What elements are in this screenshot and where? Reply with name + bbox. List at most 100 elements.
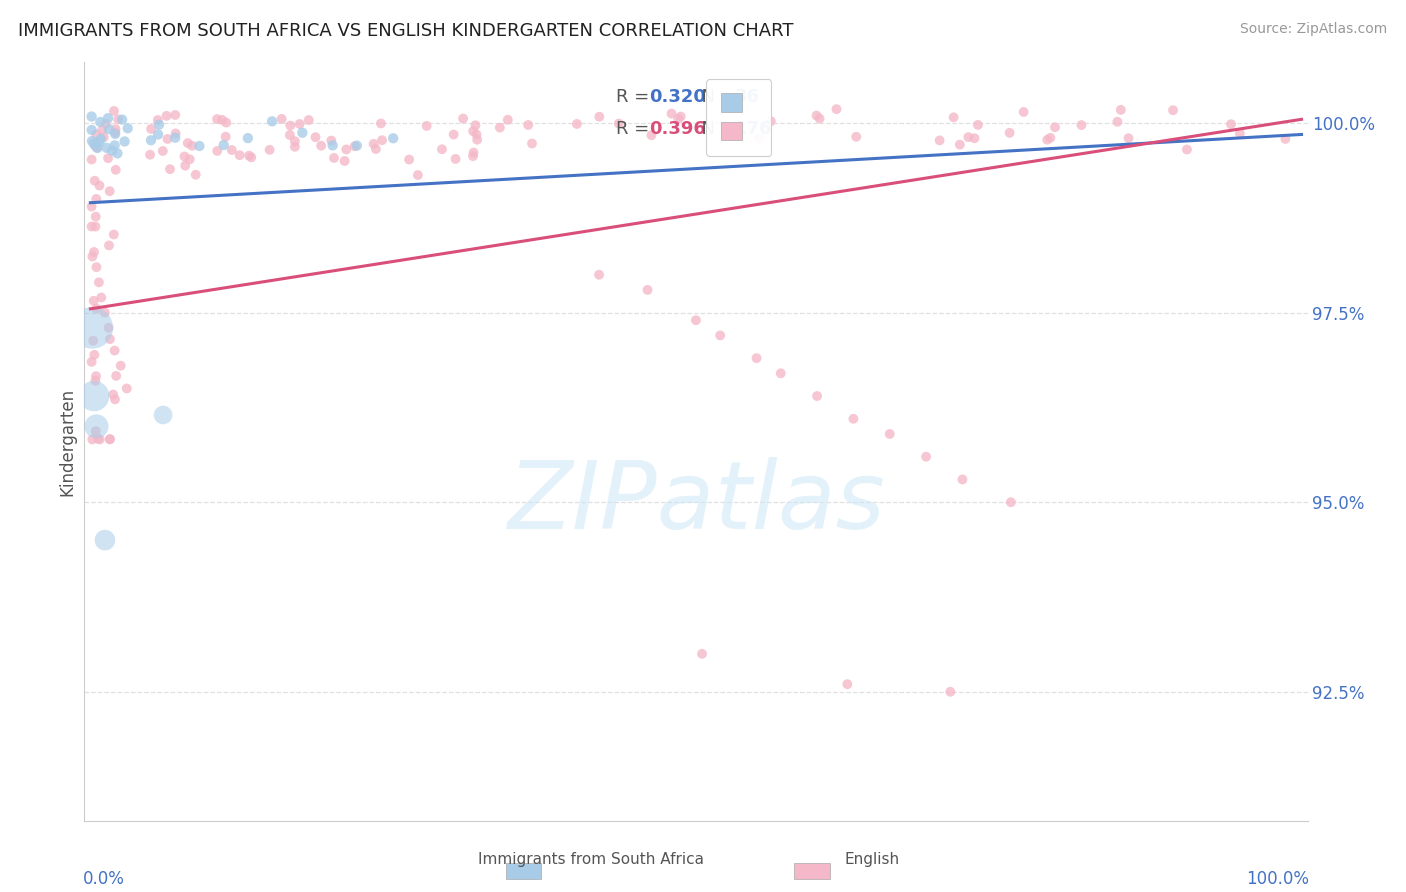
Point <box>963 131 986 145</box>
Point <box>240 150 263 164</box>
Point <box>496 112 519 127</box>
Point <box>104 392 127 407</box>
Point <box>86 301 108 316</box>
Point <box>952 473 974 487</box>
Point <box>461 149 484 163</box>
Point <box>80 200 103 214</box>
Point <box>759 114 782 128</box>
Point <box>322 138 344 153</box>
Point <box>98 433 121 447</box>
Point <box>83 389 105 403</box>
Point <box>86 419 108 434</box>
Point <box>181 138 204 153</box>
Point <box>89 115 111 129</box>
Point <box>105 368 128 383</box>
Point <box>205 112 228 127</box>
Point <box>228 148 250 162</box>
Point <box>1229 127 1251 141</box>
Text: 176: 176 <box>735 120 773 138</box>
Text: ZIPatlas: ZIPatlas <box>508 457 884 548</box>
Point <box>83 293 105 308</box>
Point <box>398 153 420 167</box>
Point <box>91 123 114 137</box>
Point <box>80 219 103 234</box>
Point <box>86 141 108 155</box>
Point <box>104 122 127 136</box>
Text: 100.0%: 100.0% <box>1246 870 1309 888</box>
Point <box>1000 495 1022 509</box>
Text: 0.0%: 0.0% <box>83 870 125 888</box>
Point <box>84 127 107 141</box>
Text: IMMIGRANTS FROM SOUTH AFRICA VS ENGLISH KINDERGARTEN CORRELATION CHART: IMMIGRANTS FROM SOUTH AFRICA VS ENGLISH … <box>18 22 794 40</box>
Point <box>371 133 394 147</box>
Point <box>607 117 630 131</box>
Point <box>139 147 162 161</box>
Point <box>101 144 124 158</box>
Point <box>139 122 162 136</box>
Point <box>444 152 467 166</box>
Point <box>177 136 200 150</box>
Point <box>309 138 332 153</box>
Point <box>1043 120 1066 135</box>
Point <box>1220 117 1243 131</box>
Point <box>98 238 121 252</box>
Point <box>110 359 132 373</box>
Point <box>152 144 174 158</box>
Point <box>83 174 105 188</box>
Point <box>806 389 828 403</box>
Point <box>104 343 127 358</box>
Point <box>465 133 488 147</box>
Point <box>165 127 187 141</box>
Point <box>111 112 134 127</box>
Point <box>114 135 136 149</box>
Point <box>280 119 302 133</box>
Point <box>842 412 865 426</box>
Point <box>382 131 405 145</box>
Point <box>335 143 357 157</box>
Point <box>588 110 610 124</box>
Point <box>97 111 120 125</box>
Point <box>173 149 195 163</box>
Point <box>115 382 138 396</box>
Text: Immigrants from South Africa: Immigrants from South Africa <box>478 852 703 867</box>
Point <box>343 139 366 153</box>
Point <box>80 153 103 167</box>
Point <box>211 112 233 127</box>
Text: English: English <box>844 852 900 867</box>
Point <box>205 144 228 158</box>
Point <box>1175 143 1198 157</box>
Point <box>84 139 107 153</box>
Point <box>451 112 474 126</box>
Point <box>80 355 103 369</box>
Point <box>1161 103 1184 118</box>
Point <box>465 128 488 142</box>
Point <box>80 110 103 124</box>
Point <box>565 117 588 131</box>
Point <box>748 131 770 145</box>
Text: Source: ZipAtlas.com: Source: ZipAtlas.com <box>1240 22 1388 37</box>
Point <box>139 133 162 147</box>
Point <box>304 130 326 145</box>
Point <box>82 433 104 447</box>
Point <box>104 127 127 141</box>
Point <box>463 145 485 160</box>
Point <box>86 141 108 155</box>
Point <box>1107 115 1129 129</box>
Point <box>464 118 486 132</box>
Point <box>188 139 211 153</box>
Point <box>288 117 311 131</box>
Point <box>84 424 107 438</box>
Point <box>270 112 292 126</box>
Point <box>98 432 121 446</box>
Point <box>90 132 112 146</box>
Point <box>83 245 105 260</box>
Point <box>94 533 117 548</box>
Text: 36: 36 <box>735 87 761 105</box>
Point <box>825 102 848 116</box>
Point <box>998 126 1021 140</box>
Point <box>90 291 112 305</box>
Point <box>159 162 181 177</box>
Point <box>1039 130 1062 145</box>
Point <box>174 159 197 173</box>
Point <box>87 432 110 446</box>
